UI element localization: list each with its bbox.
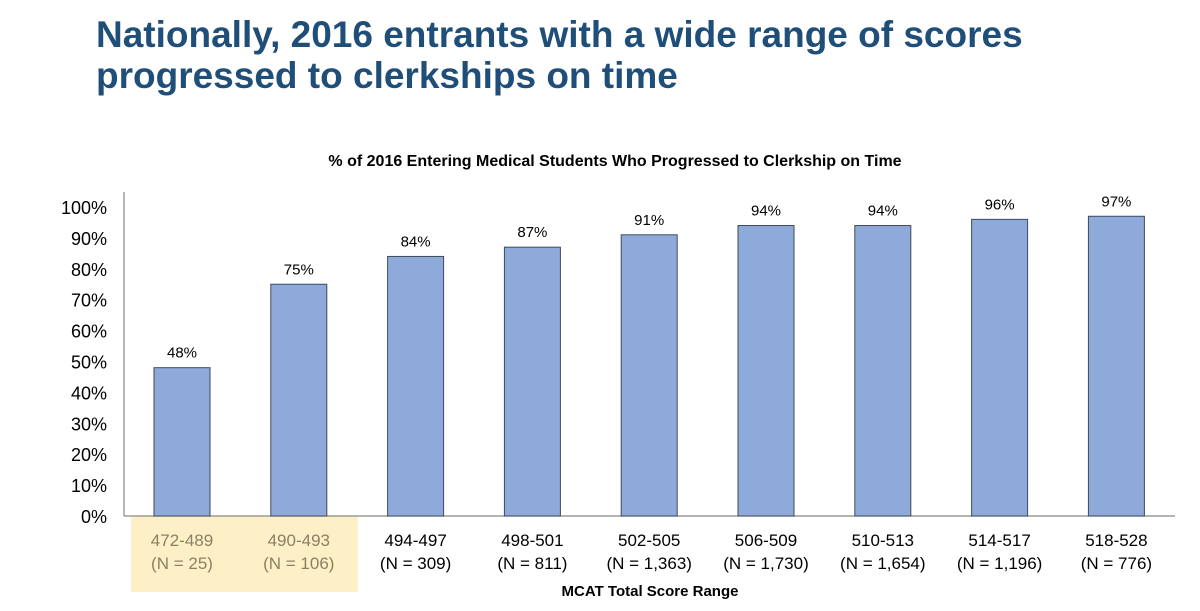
x-tick-label: 518-528 xyxy=(1085,531,1147,550)
x-tick-label: 502-505 xyxy=(618,531,680,550)
x-tick-label: 506-509 xyxy=(735,531,797,550)
data-label: 97% xyxy=(1101,193,1131,210)
y-tick-label: 0% xyxy=(81,507,107,527)
data-label: 75% xyxy=(284,261,314,278)
data-label: 91% xyxy=(634,212,664,229)
data-label: 48% xyxy=(167,345,197,362)
y-tick-label: 10% xyxy=(71,476,107,496)
bar xyxy=(270,283,328,517)
highlight-box xyxy=(131,516,358,592)
x-tick-label: 498-501 xyxy=(501,531,563,550)
y-tick-label: 20% xyxy=(71,445,107,465)
y-tick-label: 40% xyxy=(71,383,107,403)
slide-title-line-2: progressed to clerkships on time xyxy=(96,55,678,96)
x-tick-label: 510-513 xyxy=(852,531,914,550)
x-tick-label: 494-497 xyxy=(384,531,446,550)
x-tick-n-label: (N = 1,654) xyxy=(840,554,926,573)
data-label: 96% xyxy=(985,196,1015,213)
data-label: 87% xyxy=(517,224,547,241)
y-tick-label: 80% xyxy=(71,260,107,280)
bar xyxy=(854,225,912,517)
y-tick-label: 50% xyxy=(71,353,107,373)
x-tick-label: 490-493 xyxy=(268,531,330,550)
data-label: 94% xyxy=(751,203,781,220)
bar xyxy=(503,246,561,517)
x-tick-n-label: (N = 1,730) xyxy=(723,554,809,573)
data-label: 94% xyxy=(868,203,898,220)
x-tick-n-label: (N = 25) xyxy=(151,554,213,573)
x-tick-n-label: (N = 106) xyxy=(263,554,334,573)
x-tick-n-label: (N = 811) xyxy=(497,554,567,573)
slide-title-line-1: Nationally, 2016 entrants with a wide ra… xyxy=(96,14,1023,55)
bar xyxy=(1087,215,1145,517)
y-tick-label: 30% xyxy=(71,414,107,434)
bar xyxy=(153,367,211,517)
x-tick-n-label: (N = 1,196) xyxy=(957,554,1043,573)
y-tick-label: 60% xyxy=(71,322,107,342)
y-tick-label: 100% xyxy=(61,198,107,218)
y-tick-label: 90% xyxy=(71,229,107,249)
x-axis-label: MCAT Total Score Range xyxy=(562,583,739,600)
x-tick-label: 514-517 xyxy=(968,531,1030,550)
x-tick-n-label: (N = 309) xyxy=(380,554,451,573)
x-tick-n-label: (N = 1,363) xyxy=(606,554,692,573)
y-tick-label: 70% xyxy=(71,291,107,311)
slide-title: Nationally, 2016 entrants with a wide ra… xyxy=(96,14,1023,96)
bar xyxy=(971,218,1029,517)
x-tick-label: 472-489 xyxy=(151,531,213,550)
data-label: 84% xyxy=(401,233,431,250)
bar xyxy=(620,234,678,517)
bar xyxy=(737,225,795,517)
bar xyxy=(387,255,445,517)
chart-title: % of 2016 Entering Medical Students Who … xyxy=(328,153,901,170)
x-tick-n-label: (N = 776) xyxy=(1081,554,1152,573)
